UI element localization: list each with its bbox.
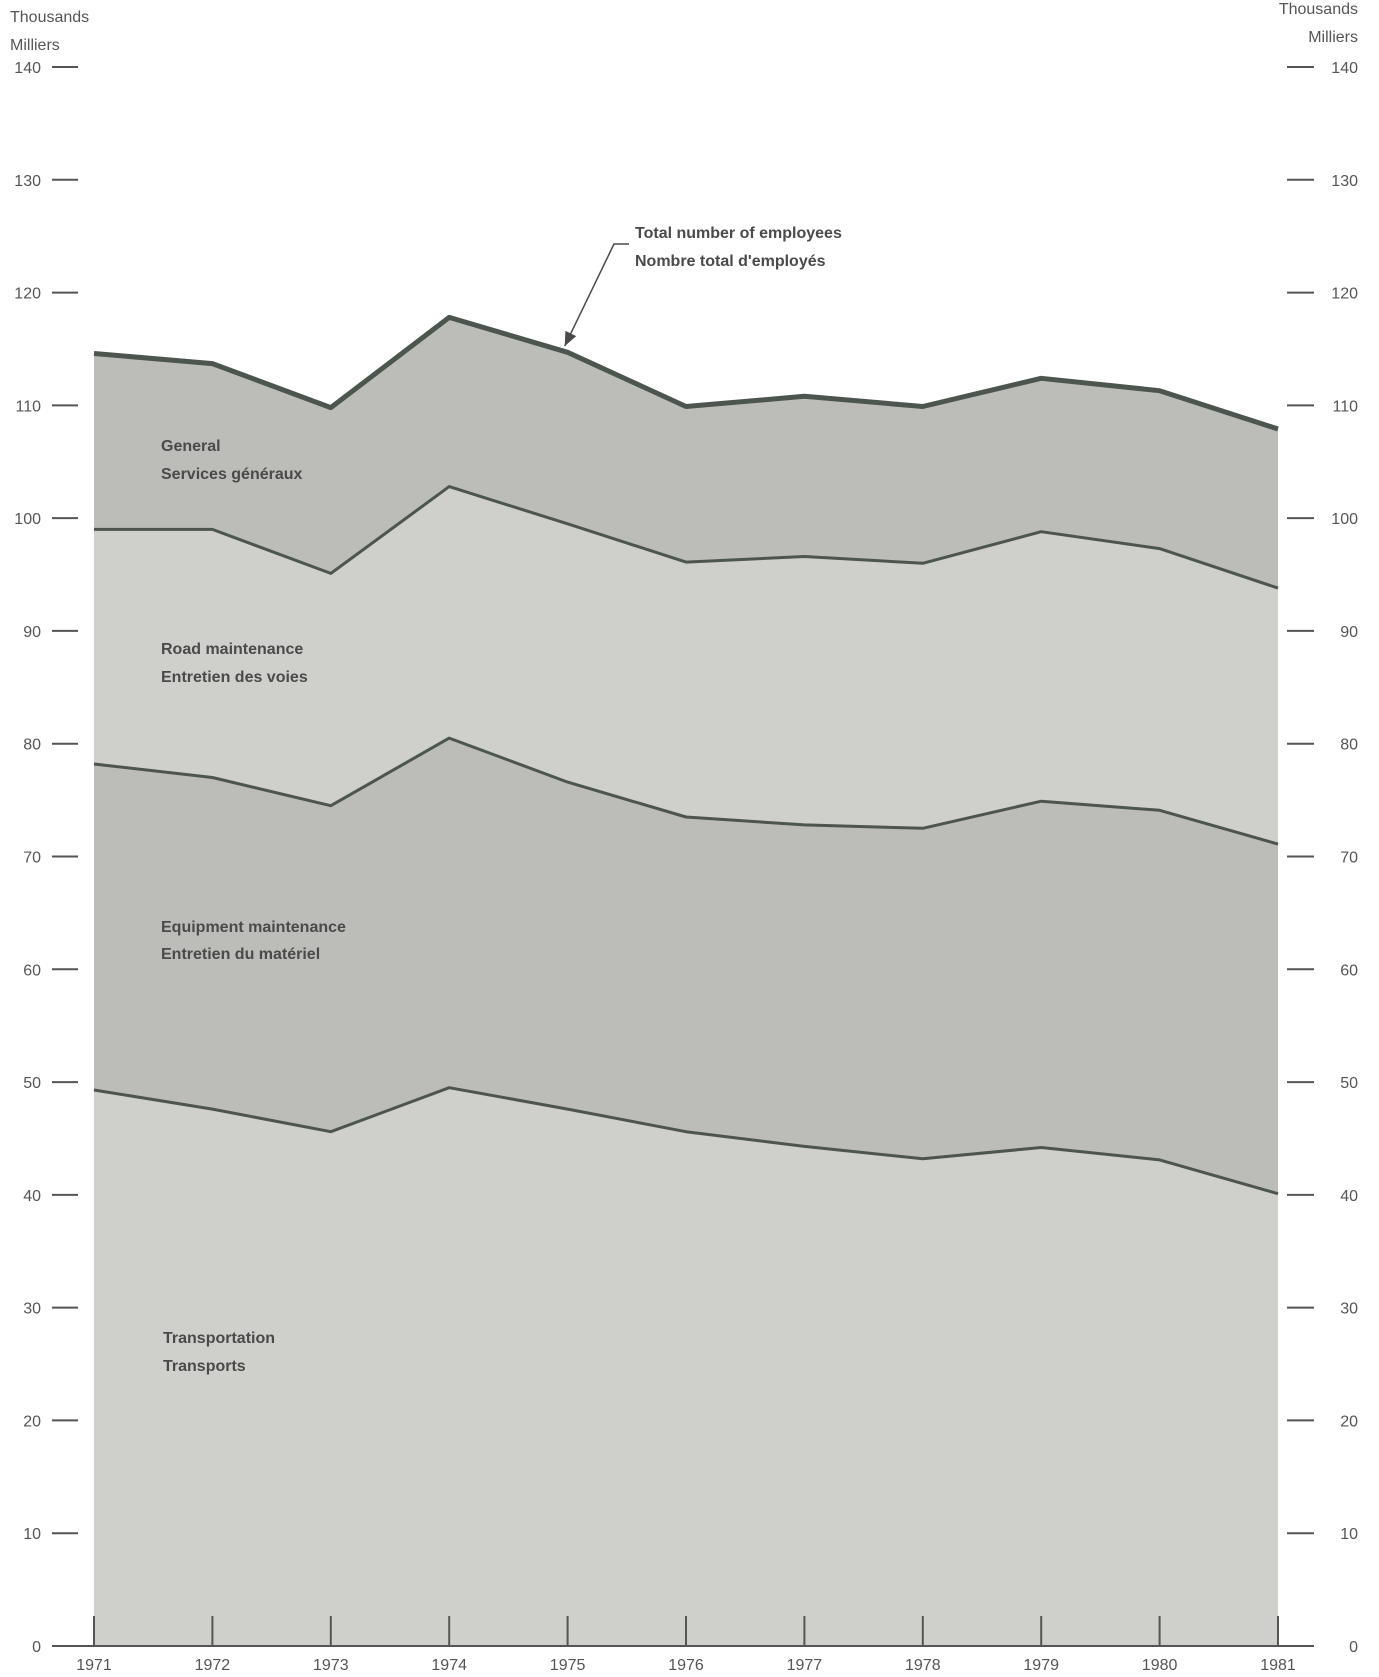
series-lines	[93, 314, 1279, 1196]
y-tick-label-left: 80	[23, 737, 41, 754]
y-tick-label-left: 60	[23, 962, 41, 979]
total-annotation-arrow	[564, 243, 629, 347]
y-tick-label-left: 20	[23, 1413, 41, 1430]
y-tick-label-right: 20	[1340, 1413, 1358, 1430]
area-general	[94, 317, 1278, 589]
y-tick-label-left: 140	[14, 60, 41, 77]
series-label-transportation-en: Transportation	[163, 1330, 275, 1347]
x-tick-label: 1977	[787, 1657, 823, 1674]
axes: 1971 1972 1973 1974 1975 1976 1977 1978 1979 1980…	[14, 60, 1358, 1674]
series-line-equipment-maintenance	[93, 736, 1279, 846]
y-tick-label-left: 110	[15, 398, 41, 415]
y-axis-left-unit-en: Thousands	[10, 9, 89, 26]
x-tick-label: 1979	[1023, 1657, 1059, 1674]
arrow-line	[564, 243, 629, 347]
y-tick-label-right: 80	[1340, 737, 1358, 754]
series-label-general-en: General	[161, 438, 221, 455]
x-tick-label: 1971	[76, 1657, 112, 1674]
y-tick-label-right: 140	[1331, 60, 1358, 77]
y-tick-label-left: 70	[23, 850, 41, 867]
y-tick-label-right: 0	[1349, 1639, 1358, 1656]
y-tick-label-left: 100	[14, 511, 41, 528]
y-tick-label-left: 40	[23, 1188, 41, 1205]
x-tick-label: 1975	[550, 1657, 586, 1674]
y-tick-label-left: 50	[23, 1075, 41, 1092]
y-axis-right-unit-fr: Milliers	[1308, 29, 1358, 46]
x-tick-label: 1973	[313, 1657, 349, 1674]
y-tick-label-left: 0	[32, 1639, 41, 1656]
x-tick-label: 1978	[905, 1657, 941, 1674]
y-tick-label-right: 10	[1340, 1526, 1358, 1543]
y-tick-label-right: 110	[1332, 398, 1358, 415]
y-tick-label-left: 120	[14, 286, 41, 303]
series-label-equipment-fr: Entretien du matériel	[161, 946, 320, 963]
y-tick-label-right: 100	[1331, 511, 1358, 528]
stacked-areas	[94, 317, 1278, 1646]
y-tick-label-left: 10	[23, 1526, 41, 1543]
y-tick-label-right: 70	[1340, 850, 1358, 867]
y-axis-left-unit-fr: Milliers	[10, 37, 60, 54]
y-tick-label-right: 50	[1340, 1075, 1358, 1092]
x-tick-label: 1976	[668, 1657, 704, 1674]
x-tick-label: 1972	[195, 1657, 231, 1674]
y-tick-label-left: 130	[14, 173, 41, 190]
arrow-head	[564, 330, 577, 347]
y-tick-label-right: 130	[1331, 173, 1358, 190]
area-equipment-maintenance	[94, 738, 1278, 1194]
y-tick-label-right: 30	[1340, 1301, 1358, 1318]
total-line	[93, 314, 1279, 432]
series-label-road-fr: Entretien des voies	[161, 669, 308, 686]
series-label-equipment-en: Equipment maintenance	[161, 919, 346, 936]
y-tick-label-left: 30	[23, 1301, 41, 1318]
x-tick-label: 1981	[1260, 1657, 1296, 1674]
total-annotation-en: Total number of employees	[635, 225, 842, 242]
x-tick-label: 1980	[1142, 1657, 1178, 1674]
series-label-general-fr: Services généraux	[161, 466, 303, 483]
y-tick-label-left: 90	[23, 624, 41, 641]
y-tick-label-right: 120	[1331, 286, 1358, 303]
area-road-maintenance	[94, 486, 1278, 845]
y-tick-label-right: 90	[1340, 624, 1358, 641]
area-transportation	[94, 1087, 1278, 1646]
series-label-transportation-fr: Transports	[163, 1358, 246, 1375]
total-annotation-fr: Nombre total d'employés	[635, 253, 826, 270]
series-line-transportation	[93, 1086, 1279, 1196]
series-line-road-maintenance	[94, 485, 1279, 590]
y-tick-label-right: 60	[1340, 962, 1358, 979]
y-tick-label-right: 40	[1340, 1188, 1358, 1205]
y-axis-right-unit-en: Thousands	[1279, 1, 1358, 18]
series-label-road-en: Road maintenance	[161, 641, 303, 658]
x-tick-label: 1974	[431, 1657, 467, 1674]
